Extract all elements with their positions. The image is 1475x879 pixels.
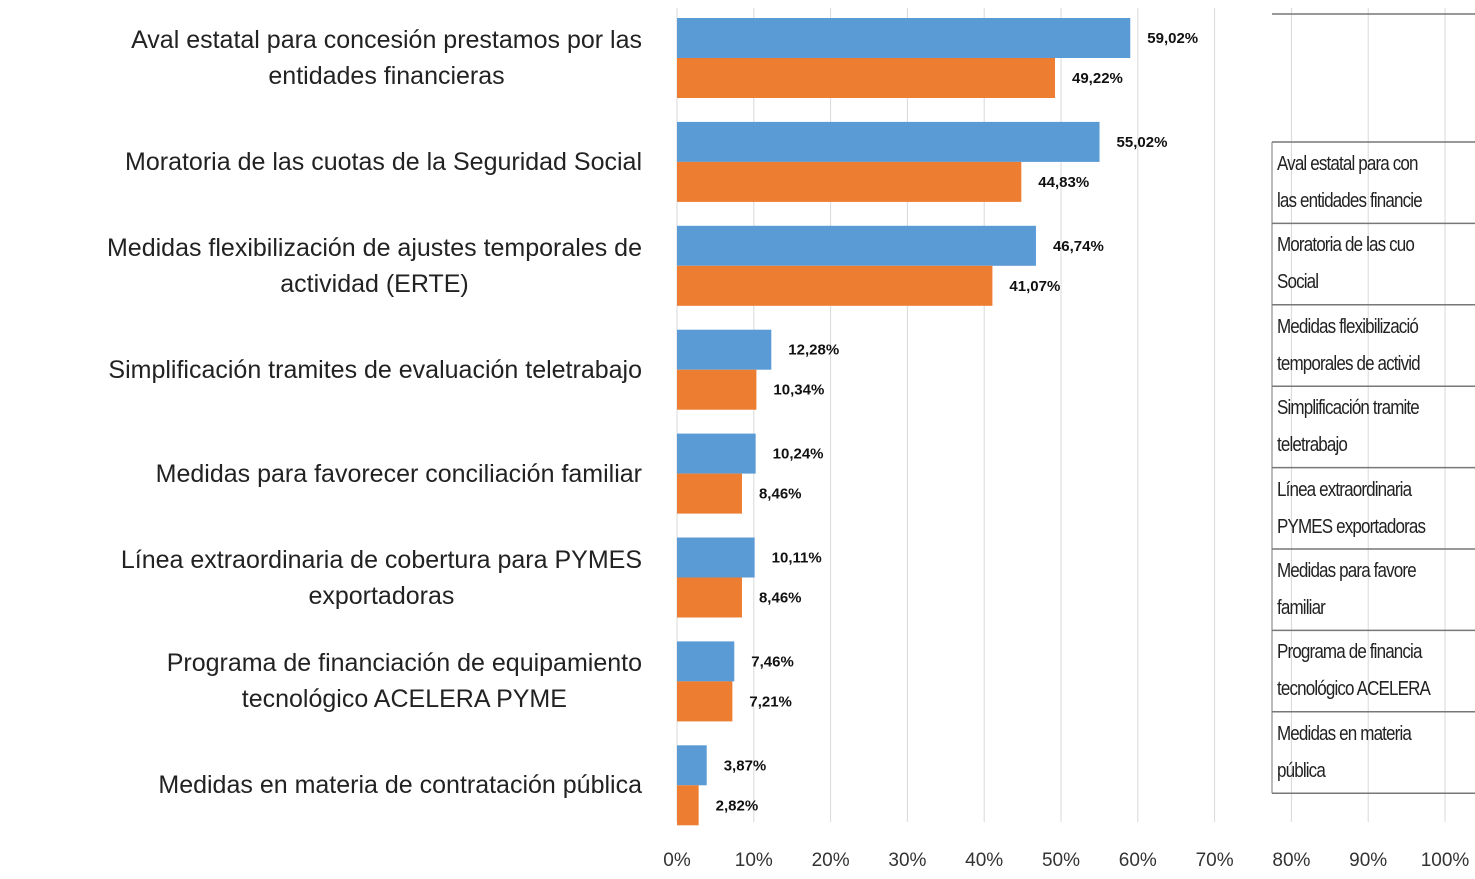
bar [677, 785, 699, 826]
category-label: Simplificación tramites de evaluación te… [108, 355, 642, 384]
x-tick-label: 0% [663, 850, 691, 871]
category-label: Línea extraordinaria de cobertura para P… [120, 545, 642, 610]
table-cell: Moratoria de las cuo Social [1277, 234, 1415, 294]
bar [677, 121, 1100, 162]
x-tick-label: 20% [812, 850, 850, 871]
bar [677, 473, 742, 514]
category-label: Aval estatal para concesión prestamos po… [131, 26, 642, 90]
data-label: 7,21% [749, 693, 792, 710]
data-label: 10,11% [772, 550, 822, 567]
x-tick-label: 40% [965, 850, 1003, 871]
data-label: 49,22% [1072, 70, 1123, 87]
x-tick-label: 50% [1042, 850, 1080, 871]
bar [677, 329, 772, 370]
data-label: 41,07% [1009, 278, 1060, 295]
data-label: 44,83% [1038, 174, 1089, 191]
bar [677, 577, 742, 618]
category-label: Medidas flexibilización de ajustes tempo… [106, 233, 642, 298]
data-label: 8,46% [759, 486, 802, 503]
bar [677, 641, 735, 682]
bar [677, 225, 1036, 266]
table-cell: Medidas para favore familiar [1277, 560, 1417, 619]
bar [677, 433, 756, 474]
x-tick-label: 80% [1272, 850, 1310, 871]
bar [677, 58, 1056, 98]
data-label: 55,02% [1117, 134, 1168, 151]
data-label: 10,34% [773, 382, 824, 399]
x-tick-label: 70% [1196, 850, 1234, 871]
data-label: 46,74% [1053, 238, 1104, 255]
table-cell: Medidas en materia pública [1277, 722, 1412, 782]
category-label: Medidas para favorecer conciliación fami… [155, 459, 642, 488]
x-tick-label: 90% [1349, 850, 1387, 871]
bar [677, 537, 755, 578]
category-label: Programa de financiación de equipamiento… [166, 649, 642, 714]
data-label: 10,24% [773, 446, 824, 463]
data-label: 12,28% [788, 342, 839, 359]
data-label: 2,82% [716, 797, 759, 814]
bar [677, 18, 1131, 58]
data-label: 7,46% [751, 653, 794, 670]
table-cell: Programa de financia tecnológico ACELERA [1277, 641, 1431, 701]
category-label: Medidas en materia de contratación públi… [158, 771, 642, 800]
bar [677, 681, 733, 722]
x-tick-label: 10% [735, 850, 773, 871]
table-cell: Medidas flexibilizació temporales de act… [1277, 315, 1421, 375]
data-label: 8,46% [759, 590, 802, 607]
data-label: 59,02% [1147, 30, 1198, 47]
bar [677, 745, 707, 786]
category-label: Moratoria de las cuotas de la Seguridad … [125, 147, 642, 176]
bar [677, 369, 757, 410]
data-label: 3,87% [724, 757, 767, 774]
x-tick-label: 60% [1119, 850, 1157, 871]
x-tick-label: 100% [1421, 850, 1470, 871]
bar [677, 161, 1022, 202]
bar [677, 265, 993, 306]
table-cell: Aval estatal para con las entidades fina… [1277, 153, 1423, 212]
table-cell: Línea extraordinaria PYMES exportadoras [1277, 478, 1426, 538]
table-cell: Simplificación tramite teletrabajo [1277, 397, 1420, 457]
x-tick-label: 30% [888, 850, 926, 871]
